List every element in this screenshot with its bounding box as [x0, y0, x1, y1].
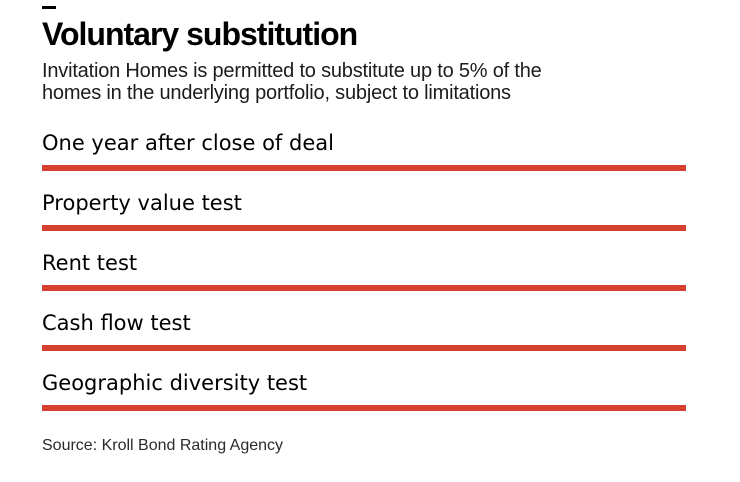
subtitle: Invitation Homes is permitted to substit…: [42, 60, 542, 104]
list-item-label: Rent test: [42, 251, 138, 275]
list-item: Property value test: [42, 189, 686, 231]
list-item-label: Geographic diversity test: [42, 371, 308, 395]
source-attribution: Source: Kroll Bond Rating Agency: [42, 437, 284, 454]
list-item-label: Cash flow test: [42, 311, 191, 335]
list-item: Cash flow test: [42, 309, 686, 351]
subtitle-line-1: Invitation Homes is permitted to substit…: [42, 60, 542, 82]
list-item-label: Property value test: [42, 191, 242, 215]
red-rule: [42, 405, 686, 411]
red-rule: [42, 225, 686, 231]
list-item: Rent test: [42, 249, 686, 291]
list-item-label: One year after close of deal: [42, 131, 334, 155]
headline-tick-mark: [42, 6, 56, 9]
list-item: One year after close of deal: [42, 129, 686, 171]
red-rule: [42, 285, 686, 291]
page-title: Voluntary substitution: [42, 16, 358, 52]
red-rule: [42, 165, 686, 171]
red-rule: [42, 345, 686, 351]
list-item: Geographic diversity test: [42, 369, 686, 411]
subtitle-line-2: homes in the underlying portfolio, subje…: [42, 82, 511, 104]
